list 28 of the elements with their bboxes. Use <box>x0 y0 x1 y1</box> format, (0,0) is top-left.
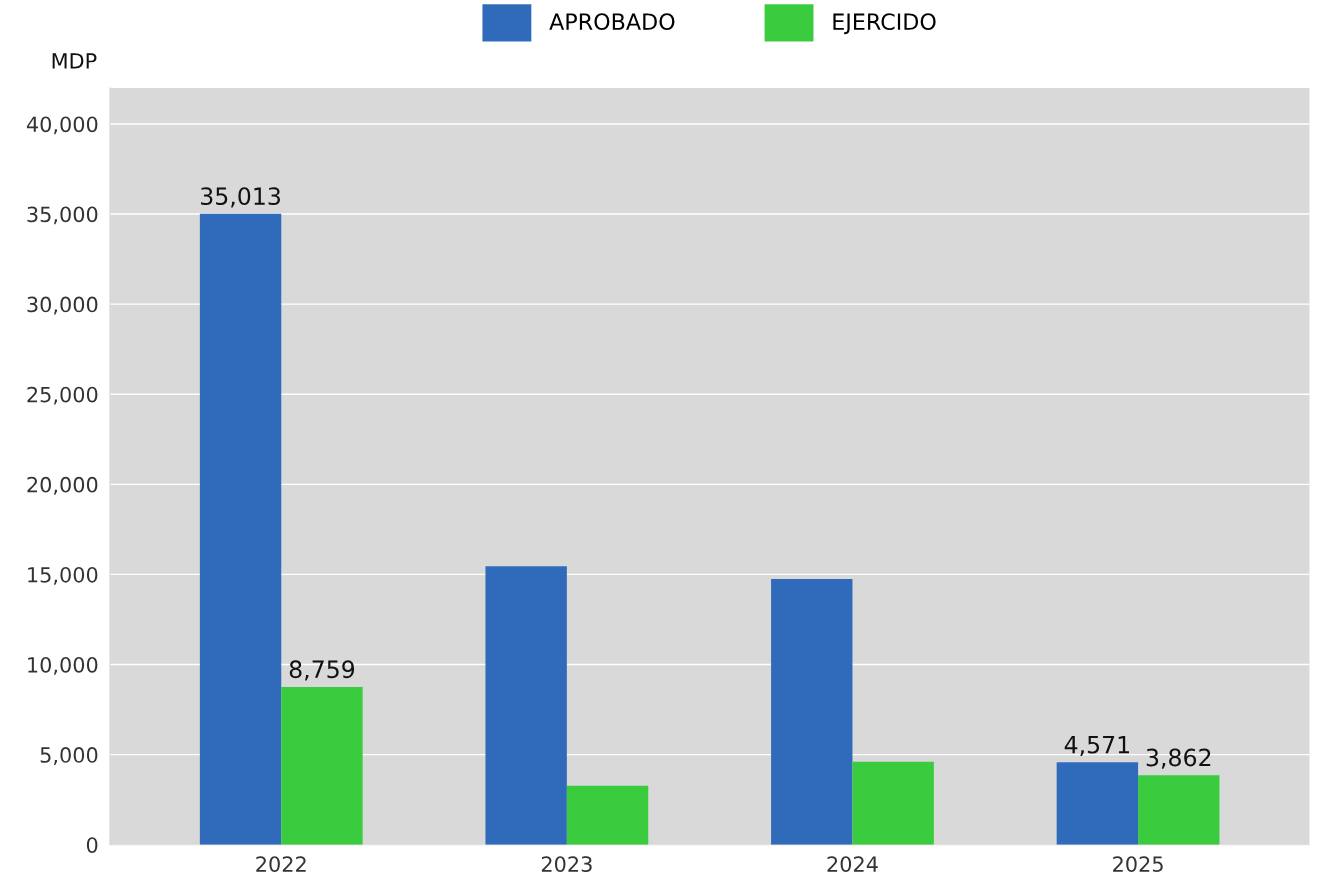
y-tick-label: 5,000 <box>40 747 98 765</box>
bar <box>281 686 363 845</box>
bar <box>1056 762 1139 845</box>
y-tick-label: 40,000 <box>26 116 98 135</box>
data-label: 8,759 <box>289 660 355 681</box>
y-tick-label: 35,000 <box>27 206 98 225</box>
y-tick-label: 15,000 <box>28 566 98 585</box>
legend-label: APROBADO <box>549 13 675 31</box>
x-tick-label: 2022 <box>256 856 306 872</box>
y-tick-label: 10,000 <box>28 656 98 675</box>
data-label: 4,571 <box>1064 736 1129 757</box>
bar <box>1138 775 1220 845</box>
bar <box>566 785 649 845</box>
bar <box>852 761 934 845</box>
bar <box>771 579 853 845</box>
y-tick-label: 0 <box>86 837 98 853</box>
data-label: 3,862 <box>1146 748 1211 769</box>
data-label: 35,013 <box>201 187 280 208</box>
y-tick-label: 20,000 <box>27 476 98 495</box>
bar <box>199 213 282 845</box>
x-tick-label: 2023 <box>541 856 592 872</box>
bar <box>485 566 567 845</box>
legend-label: EJERCIDO <box>833 13 936 35</box>
x-tick-label: 2024 <box>827 856 878 872</box>
y-axis-title: MDP <box>52 53 97 69</box>
x-tick-label: 2025 <box>1113 856 1163 872</box>
y-tick-label: 25,000 <box>27 386 98 405</box>
y-tick-label: 30,000 <box>27 296 98 315</box>
